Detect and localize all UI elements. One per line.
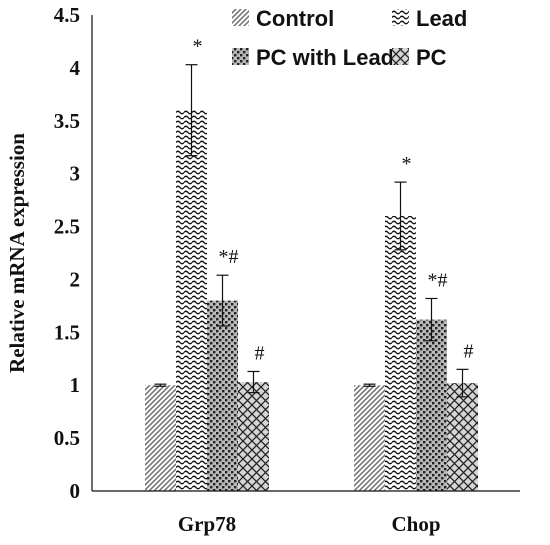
significance-mark: *# xyxy=(219,246,239,268)
error-bar xyxy=(154,383,167,387)
error-bar xyxy=(247,370,260,394)
bar-pc-with-lead-chop xyxy=(416,319,447,491)
error-bar xyxy=(456,368,469,398)
legend-item: Lead xyxy=(392,6,467,31)
significance-mark: # xyxy=(464,340,474,362)
legend-label: Control xyxy=(256,6,334,31)
y-tick-label: 2.5 xyxy=(54,215,80,239)
legend-swatch xyxy=(232,9,249,26)
y-tick-label: 2 xyxy=(70,267,81,291)
bar-marks xyxy=(145,110,478,491)
y-axis-title: Relative mRNA expression xyxy=(5,133,29,373)
bar-control-chop xyxy=(354,385,385,491)
bar-lead-chop xyxy=(385,215,416,491)
significance-mark: # xyxy=(255,342,265,364)
category-label: Chop xyxy=(391,512,440,536)
legend-label: PC with Lead xyxy=(256,45,394,70)
bar-control-grp78 xyxy=(145,385,176,491)
error-bar xyxy=(425,297,438,342)
legend-swatch xyxy=(232,48,249,65)
bar-lead-grp78 xyxy=(176,110,207,491)
y-tick-label: 4.5 xyxy=(54,3,80,27)
significance-mark: * xyxy=(402,153,412,175)
legend-item: PC with Lead xyxy=(232,45,394,70)
y-tick-label: 0 xyxy=(70,479,81,503)
y-tick-label: 1.5 xyxy=(54,320,80,344)
legend-item: PC xyxy=(392,45,447,70)
bar-pc-grp78 xyxy=(238,382,269,491)
error-bar xyxy=(185,64,198,157)
significance-mark: *# xyxy=(428,269,448,291)
category-label: Grp78 xyxy=(178,512,236,536)
error-bar xyxy=(216,274,229,327)
y-tick-label: 3.5 xyxy=(54,109,80,133)
category-labels: Grp78 Chop xyxy=(92,490,520,536)
y-tick-label: 4 xyxy=(70,56,81,80)
legend: Control Lead PC with Lead PC xyxy=(232,6,467,70)
legend-swatch xyxy=(392,9,409,26)
significance-mark: * xyxy=(193,36,203,58)
error-bars xyxy=(154,64,469,398)
y-tick-label: 3 xyxy=(70,162,81,186)
error-bar xyxy=(394,181,407,251)
error-bar xyxy=(363,383,376,387)
significance-annotations: * *# # * *# # xyxy=(193,36,474,365)
bar-pc-with-lead-grp78 xyxy=(207,300,238,491)
legend-label: PC xyxy=(416,45,447,70)
y-tick-labels: 0 0.5 1 1.5 2 2.5 3 3.5 4 4.5 xyxy=(54,3,81,503)
y-tick-label: 1 xyxy=(70,373,81,397)
legend-label: Lead xyxy=(416,6,467,31)
bar-pc-chop xyxy=(447,383,478,491)
legend-item: Control xyxy=(232,6,334,31)
y-tick-label: 0.5 xyxy=(54,426,80,450)
legend-swatch xyxy=(392,48,409,65)
